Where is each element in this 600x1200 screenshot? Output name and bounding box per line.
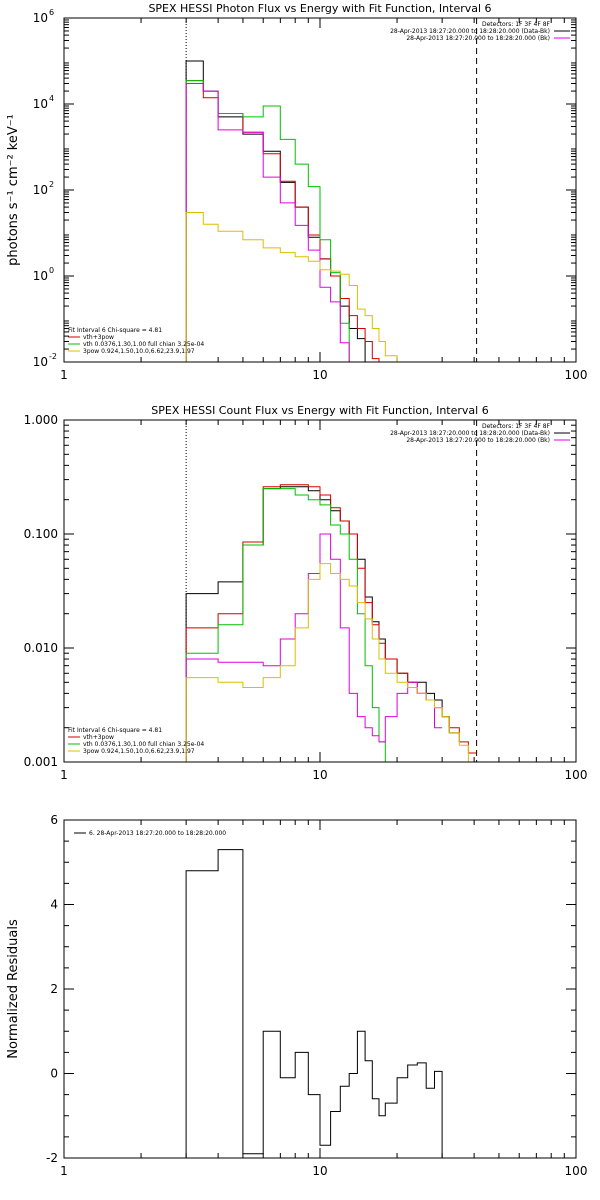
y-tick-label: 10 [33,183,48,197]
y-tick-label: 10 [33,269,48,283]
x-tick-label: 10 [312,1164,327,1178]
y-tick-label: 10 [33,97,48,111]
y-tick-exponent: 4 [49,94,54,103]
y-tick-exponent: 6 [49,8,54,17]
y-tick-exponent: 0 [49,266,54,275]
legend-entry: 3pow 0.924,1.50,10.0,6.62,23.9,1.97 [83,748,195,755]
x-tick-label: 10 [312,368,327,382]
panel-3: 1 10 100 -2 0 2 4 6 Normalized Residuals 6. 28-Ap… [6,813,587,1178]
series-line-3 [185,488,398,762]
panel-title: SPEX HESSI Photon Flux vs Energy with Fi… [148,2,491,15]
legend-entry: 28-Apr-2013 18:27:20.000 to 18:28:20.000… [390,28,550,35]
legend-entry: Fit Interval 6 Chi-square = 4.81 [68,327,162,334]
y-tick-label: 0.010 [24,641,58,655]
legend-entry: Fit Interval 6 Chi-square = 4.81 [68,727,162,734]
y-tick-label: 0 [50,1067,58,1081]
x-tick-label: 1 [60,1164,68,1178]
y-tick-label: 0.001 [24,755,58,769]
series-line-2 [185,484,477,762]
legend-entry: 28-Apr-2013 18:27:20.000 to 18:28:20.000… [406,35,550,42]
panel-title: SPEX HESSI Count Flux vs Energy with Fit… [151,404,488,417]
legend-entry: 3pow 0.924,1.50,10.0,6.62,23.9,1.97 [83,348,195,355]
series-line-3 [185,80,350,362]
legend-entry: vth 0.0376,1.30,1.00 full chian 3.25e-04 [83,741,204,748]
x-tick-label: 1 [60,368,68,382]
legend-entry: 6. 28-Apr-2013 18:27:20.000 to 18:28:20.… [89,830,226,837]
legend-entry: vth+3pow [83,734,114,741]
y-tick-label: 4 [50,898,58,912]
series-line-5 [185,212,398,362]
y-tick-label: 6 [50,813,58,827]
y-tick-label: 2 [50,982,58,996]
series-group [185,849,443,1158]
plot-frame [63,419,577,763]
series-line-4 [185,533,443,762]
series-line-5 [185,563,477,762]
y-tick-exponent: -2 [49,352,57,361]
y-tick-label: 10 [33,11,48,25]
series-line-1 [185,486,460,762]
x-tick-label: 100 [565,1164,588,1178]
y-tick-label: 0.100 [24,527,58,541]
x-tick-label: 100 [565,768,588,782]
y-tick-label: -2 [46,1151,58,1165]
plot-frame [63,17,577,363]
y-tick-exponent: 2 [49,180,54,189]
legend-entry: 28-Apr-2013 18:27:20.000 to 18:28:20.000… [390,430,550,437]
legend-entry: 28-Apr-2013 18:27:20.000 to 18:28:20.000… [406,437,550,444]
series-line-1 [185,849,443,1158]
series-line-2 [185,80,380,362]
panel-1: SPEX HESSI Photon Flux vs Energy with Fi… [6,2,588,382]
x-tick-label: 1 [60,768,68,782]
x-tick-label: 100 [565,368,588,382]
y-tick-label: 1.000 [24,413,58,427]
panel-2: SPEX HESSI Count Flux vs Energy with Fit… [24,404,588,782]
series-group [185,484,477,762]
x-tick-label: 10 [312,768,327,782]
series-group [185,60,398,362]
plot-frame [63,819,577,1159]
series-line-4 [185,83,350,362]
y-tick-label: 10 [33,355,48,369]
legend-entry: Detectors: 1F 3F 4F 8F [482,21,551,28]
legend-entry: vth+3pow [83,334,114,341]
y-axis-label: photons s⁻¹ cm⁻² keV⁻¹ [6,114,21,266]
legend-entry: Detectors: 1F 3F 4F 8F [482,423,551,430]
legend-entry: vth 0.0376,1.30,1.00 full chian 3.25e-04 [83,341,204,348]
y-axis-label: Normalized Residuals [6,919,21,1059]
